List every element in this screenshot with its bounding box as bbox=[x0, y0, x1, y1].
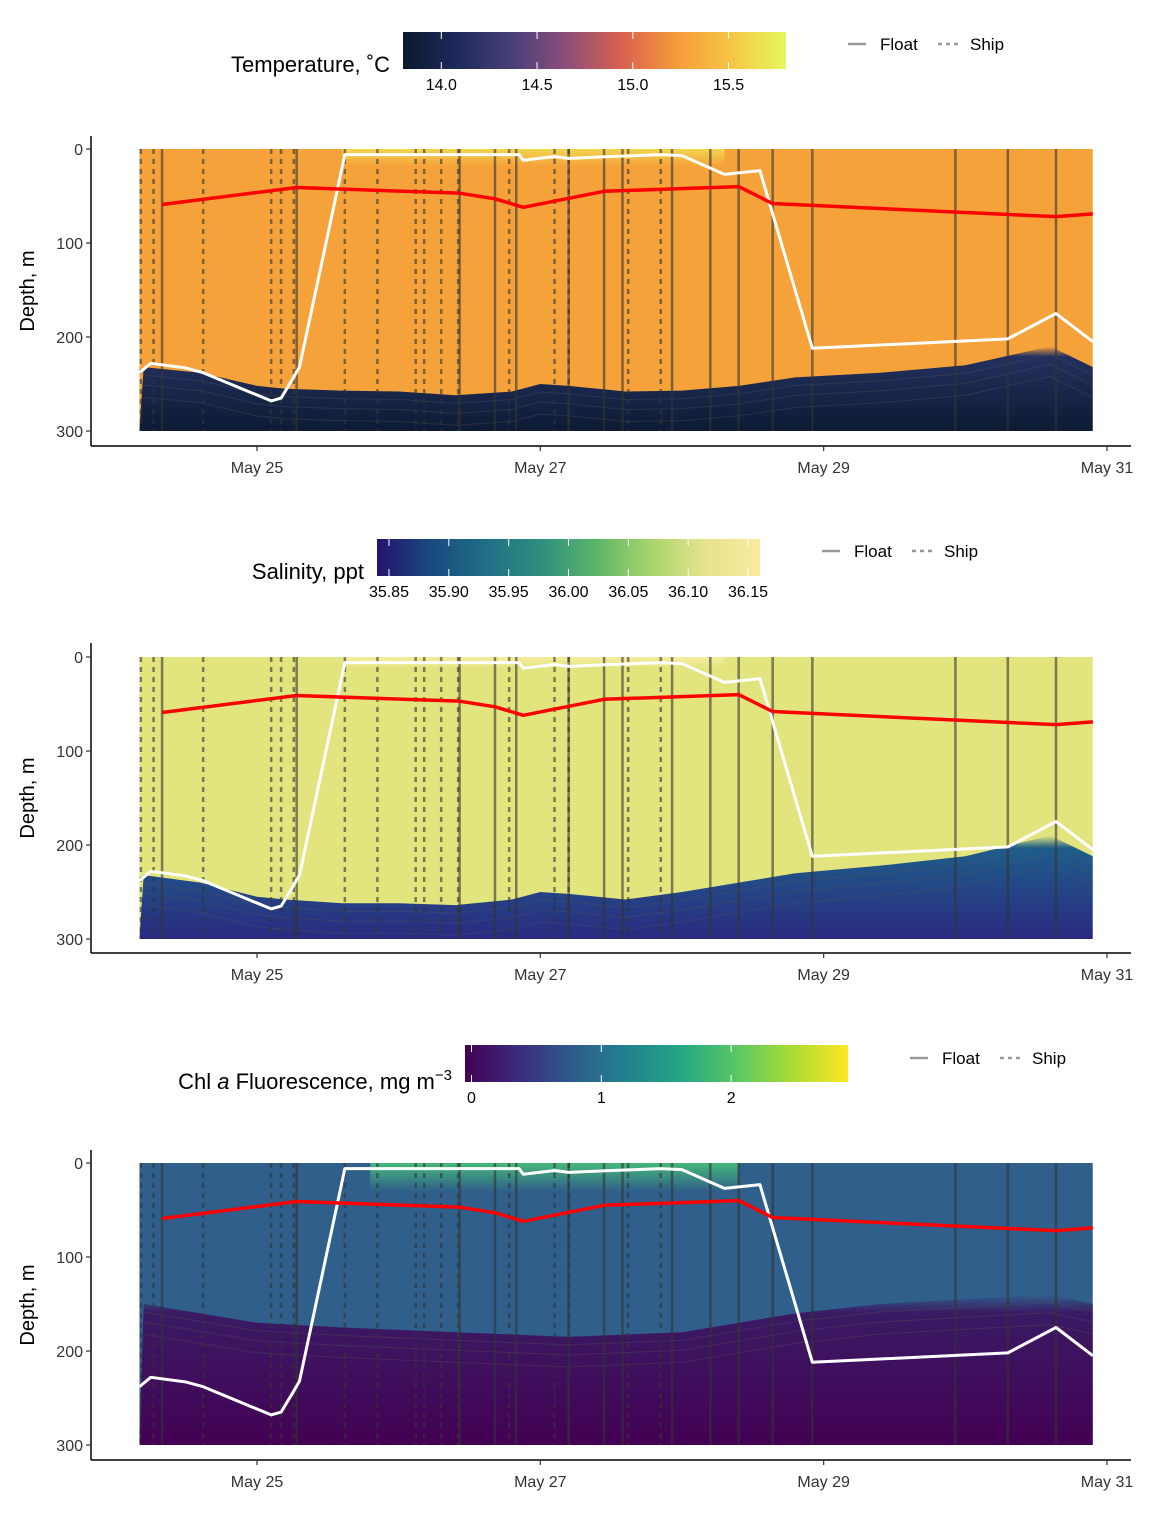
colorbar-salinity: 35.85 35.90 35.95 36.00 36.05 36.10 36.15 Sali… bbox=[252, 539, 768, 601]
colorbar-temperature: 14.0 14.5 15.0 15.5 Temperature, ˚C bbox=[231, 32, 786, 94]
y-axis-title: Depth, m bbox=[17, 250, 39, 331]
y-tick-label: 100 bbox=[56, 744, 83, 761]
colorbar-title-prefix: Chl bbox=[178, 1069, 217, 1094]
colorbar-tick-label: 14.5 bbox=[521, 77, 552, 94]
legend-ship-label: Ship bbox=[944, 542, 978, 561]
colorbar-tick-label: 36.15 bbox=[728, 584, 768, 601]
y-tick-label: 200 bbox=[56, 1344, 83, 1361]
y-axis-title: Depth, m bbox=[17, 1264, 39, 1345]
plot-area bbox=[138, 149, 1094, 431]
x-tick-label: May 31 bbox=[1081, 967, 1134, 984]
colorbar-tick-label: 0 bbox=[467, 1090, 476, 1107]
y-tick-label: 200 bbox=[56, 330, 83, 347]
x-tick-label: May 29 bbox=[797, 460, 850, 477]
mixed-layer-depth-line bbox=[161, 184, 1093, 219]
y-tick-label: 200 bbox=[56, 838, 83, 855]
colorbar-ticks: 35.85 35.90 35.95 36.00 36.05 36.10 36.15 bbox=[369, 539, 768, 601]
colorbar-title: Temperature, ˚C bbox=[231, 52, 390, 77]
colorbar-title: Chl a Fluorescence, mg m−3 bbox=[178, 1067, 452, 1094]
field-surface-patch bbox=[342, 657, 725, 669]
boundary-line bbox=[138, 153, 1094, 403]
legend-ship-label: Ship bbox=[1032, 1049, 1066, 1068]
legend: Float Ship bbox=[910, 1049, 1066, 1068]
y-tick-label: 100 bbox=[56, 1250, 83, 1267]
y-tick-label: 300 bbox=[56, 932, 83, 949]
contour-line bbox=[143, 1302, 1093, 1346]
colorbar-tick-label: 35.90 bbox=[429, 584, 469, 601]
colorbar-title-italic: a bbox=[217, 1069, 229, 1094]
salinity-panel: 35.85 35.90 35.95 36.00 36.05 36.10 36.15 Sali… bbox=[17, 539, 1133, 984]
colorbar-title: Salinity, ppt bbox=[252, 559, 364, 584]
colorbar-chlorophyll: 0 1 2 Chl a Fluorescence, mg m−3 bbox=[178, 1045, 848, 1107]
y-tick-label: 0 bbox=[74, 142, 83, 159]
legend-ship-label: Ship bbox=[970, 35, 1004, 54]
colorbar-tick-label: 36.10 bbox=[668, 584, 708, 601]
colorbar-tick-label: 15.0 bbox=[617, 77, 648, 94]
colorbar-ticks: 0 1 2 bbox=[467, 1045, 736, 1107]
mixed-layer-depth-line bbox=[161, 692, 1093, 727]
field bbox=[139, 1163, 1093, 1445]
x-tick-label: May 25 bbox=[231, 1474, 284, 1491]
field-surface-patch bbox=[342, 149, 725, 166]
legend-float-label: Float bbox=[880, 35, 918, 54]
chlorophyll-panel: 0 1 2 Chl a Fluorescence, mg m−3 Float Shi… bbox=[17, 1045, 1133, 1491]
legend-float-label: Float bbox=[854, 542, 892, 561]
y-tick-label: 300 bbox=[56, 424, 83, 441]
colorbar-gradient bbox=[465, 1045, 848, 1082]
colorbar-tick-label: 36.05 bbox=[608, 584, 648, 601]
x-tick-label: May 29 bbox=[797, 1474, 850, 1491]
x-tick-label: May 31 bbox=[1081, 1474, 1134, 1491]
contour-line bbox=[143, 1324, 1093, 1368]
colorbar-tick-label: 15.5 bbox=[713, 77, 744, 94]
legend: Float Ship bbox=[848, 35, 1004, 54]
axes: 0 100 200 300 May 25 May 27 May 29 May 31 bbox=[56, 1150, 1133, 1491]
colorbar-title-superscript: −3 bbox=[435, 1067, 452, 1084]
colorbar-ticks: 14.0 14.5 15.0 15.5 bbox=[426, 32, 744, 94]
x-tick-label: May 25 bbox=[231, 967, 284, 984]
field-deep-layer bbox=[139, 835, 1093, 939]
field bbox=[139, 657, 1093, 939]
legend: Float Ship bbox=[822, 542, 978, 561]
colorbar-tick-label: 2 bbox=[727, 1090, 736, 1107]
x-tick-label: May 29 bbox=[797, 967, 850, 984]
x-tick-label: May 31 bbox=[1081, 460, 1134, 477]
colorbar-tick-label: 35.85 bbox=[369, 584, 409, 601]
colorbar-gradient bbox=[403, 32, 786, 69]
y-tick-label: 100 bbox=[56, 236, 83, 253]
colorbar-title-suffix: Fluorescence, mg m bbox=[229, 1069, 434, 1094]
boundary-line bbox=[138, 661, 1094, 911]
boundary-line bbox=[138, 1167, 1094, 1417]
axes: 0 100 200 300 May 25 May 27 May 29 May 31 bbox=[56, 136, 1133, 477]
x-tick-label: May 25 bbox=[231, 460, 284, 477]
x-tick-label: May 27 bbox=[514, 1474, 567, 1491]
contour-line bbox=[143, 1312, 1093, 1356]
plot-area bbox=[138, 657, 1094, 939]
y-tick-label: 0 bbox=[74, 1156, 83, 1173]
colorbar-tick-label: 35.95 bbox=[489, 584, 529, 601]
colorbar-tick-label: 14.0 bbox=[426, 77, 457, 94]
x-tick-label: May 27 bbox=[514, 460, 567, 477]
axes: 0 100 200 300 May 25 May 27 May 29 May 31 bbox=[56, 643, 1133, 984]
contour-line bbox=[143, 375, 1093, 426]
colorbar-tick-label: 1 bbox=[597, 1090, 606, 1107]
x-tick-label: May 27 bbox=[514, 967, 567, 984]
colorbar-tick-label: 36.00 bbox=[548, 584, 588, 601]
y-tick-label: 300 bbox=[56, 1438, 83, 1455]
plot-area bbox=[138, 1163, 1094, 1445]
legend-float-label: Float bbox=[942, 1049, 980, 1068]
temperature-panel: 14.0 14.5 15.0 15.5 Temperature, ˚C Float S… bbox=[17, 32, 1133, 477]
y-tick-label: 0 bbox=[74, 650, 83, 667]
y-axis-title: Depth, m bbox=[17, 757, 39, 838]
mixed-layer-depth-line bbox=[161, 1198, 1093, 1233]
